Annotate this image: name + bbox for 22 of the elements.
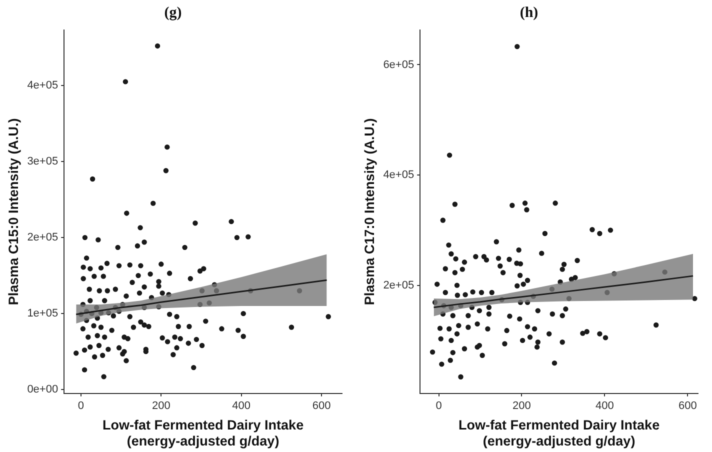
x-tick-label: 200 [152,400,170,412]
x-tick-label: 600 [678,400,697,412]
x-axis-title: Low-fat Fermented Dairy Intake (energy-adjusted g/day) [458,417,660,449]
y-axis-title: Plasma C17:0 Intensity (A.U.) [362,118,377,306]
y-tick-label: 4e+05 [27,80,58,92]
x-tick-label: 400 [232,400,251,412]
x-tick-label: 400 [595,400,614,412]
chart-title: (h) [520,4,538,21]
y-tick-label: 4e+05 [383,169,414,182]
x-tick-label: 0 [78,400,84,412]
x-tick-label: 200 [512,400,531,412]
y-tick-label: 2e+05 [383,279,414,292]
y-axis-title: Plasma C15:0 Intensity (A.U.) [6,118,21,306]
y-tick-label: 1e+05 [27,308,58,320]
x-tick-label: 0 [436,400,442,412]
x-tick-label: 600 [312,400,331,412]
y-tick-label: 0e+00 [27,384,58,396]
y-tick-label: 2e+05 [27,232,58,244]
y-tick-label: 3e+05 [27,156,58,168]
chart-title: (g) [164,4,182,21]
x-axis-title: Low-fat Fermented Dairy Intake (energy-adjusted g/day) [102,417,304,449]
y-tick-label: 6e+05 [383,58,414,71]
